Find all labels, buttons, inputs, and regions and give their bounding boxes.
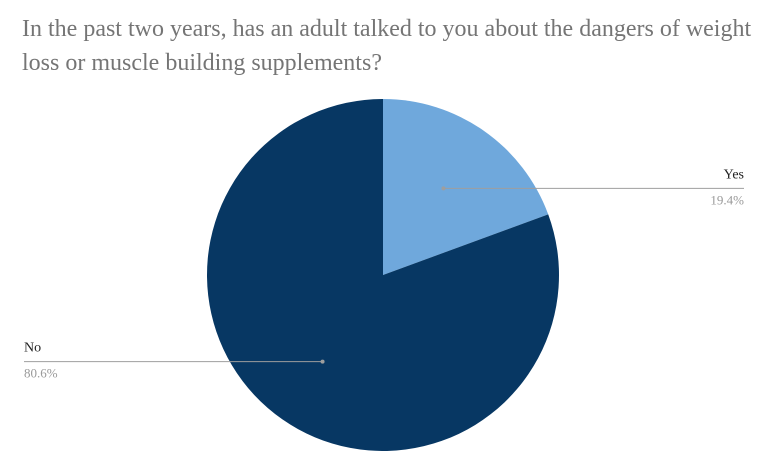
slice-label-no: No	[24, 341, 41, 356]
slice-label-yes: Yes	[724, 167, 744, 182]
slice-percent-yes: 19.4%	[710, 192, 744, 207]
pie-slice-no	[207, 99, 559, 451]
leader-dot-no	[320, 359, 325, 364]
leader-dot-yes	[441, 186, 446, 191]
slice-percent-no: 80.6%	[24, 366, 58, 381]
chart-title: In the past two years, has an adult talk…	[22, 16, 752, 76]
pie-slice-yes	[383, 99, 549, 275]
